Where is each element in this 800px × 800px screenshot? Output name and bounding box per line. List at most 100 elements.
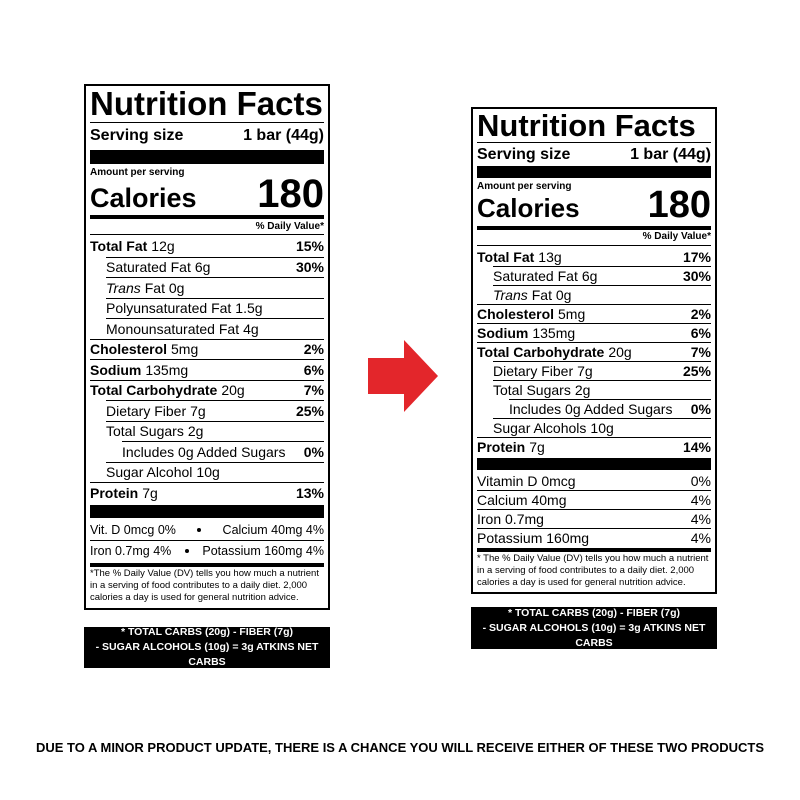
nutrient-row: Cholesterol 5mg 2% xyxy=(477,304,711,323)
rule xyxy=(477,142,711,143)
nutrient-name: Sodium xyxy=(90,361,142,378)
vitamin-dv: 0% xyxy=(690,472,711,489)
nutrient: Total Carbohydrate 20g xyxy=(90,382,245,398)
nutrient-name: Total Carbohydrate xyxy=(477,344,605,360)
nutrient-amount: 5mg xyxy=(171,341,199,358)
nutrient-dv: 2% xyxy=(303,341,324,358)
nutrient-row: Sugar Alcohols 10g xyxy=(493,418,711,437)
calories-row: Calories 180 xyxy=(477,186,711,224)
nutrient-name: Dietary Fiber xyxy=(106,402,187,419)
nutrient: Sodium 135mg xyxy=(90,362,188,378)
nutrient: Polyunsaturated Fat 1.5g xyxy=(106,300,263,316)
nutrient-amount: 2g xyxy=(574,382,591,398)
label-border xyxy=(84,84,330,610)
title: Nutrition Facts xyxy=(477,108,696,143)
nutrient-amount: Fat 0g xyxy=(144,279,185,296)
nutrient-name: Total Carbohydrate xyxy=(90,382,218,399)
nutrient: Total Carbohydrate 20g xyxy=(477,344,632,360)
vitamin-row: Vitamin D 0mcg 0% xyxy=(477,471,711,490)
nutrient: Total Fat 13g xyxy=(477,249,562,265)
nutrient-name: Total Sugars xyxy=(493,382,571,398)
nutrient-dv: 14% xyxy=(682,439,711,455)
nutrient: Saturated Fat 6g xyxy=(106,259,210,275)
nutrient-name: Includes 0g Added Sugars xyxy=(509,401,673,417)
amount-per-serving: Amount per serving xyxy=(90,167,185,178)
nutrient-name: Protein xyxy=(477,439,526,455)
nutrient-amount: 1.5g xyxy=(235,300,263,317)
nutrient-name: Trans xyxy=(106,279,141,296)
nutrient-amount: 7g xyxy=(577,363,593,379)
vitamin-row: Calcium 40mg 4% xyxy=(477,490,711,509)
nutrient-amount: 7g xyxy=(142,484,158,501)
net-carbs-box: * TOTAL CARBS (20g) - FIBER (7g) - SUGAR … xyxy=(471,607,717,649)
vitamin: Iron 0.7mg 4% xyxy=(90,544,172,558)
net-carbs-box: * TOTAL CARBS (20g) - FIBER (7g) - SUGAR … xyxy=(84,626,330,668)
nutrient-amount: 6g xyxy=(194,259,211,276)
arrow xyxy=(368,340,438,412)
nutrient: Includes 0g Added Sugars xyxy=(509,401,672,417)
nutrient-row: Sodium 135mg 6% xyxy=(477,323,711,342)
bullet xyxy=(197,527,202,532)
nutrient-name: Protein xyxy=(90,484,139,501)
net-carbs-line: - SUGAR ALCOHOLS (10g) = 3g ATKINS NET C… xyxy=(482,621,706,649)
net-carbs-line: - SUGAR ALCOHOLS (10g) = 3g ATKINS NET C… xyxy=(95,641,319,668)
vitamin: Vit. D 0mcg 0% xyxy=(90,522,176,537)
nutrient-row: Trans Fat 0g xyxy=(106,277,324,298)
net-carbs-line: * TOTAL CARBS (20g) - FIBER (7g) xyxy=(120,626,294,638)
nutrient-amount: 12g xyxy=(151,238,175,255)
nutrient-row: Includes 0g Added Sugars 0% xyxy=(509,399,711,418)
nutrient-dv: 2% xyxy=(690,306,711,322)
vitamin-name: Vitamin D 0mcg xyxy=(477,472,576,489)
serving-label: Serving size xyxy=(477,145,571,163)
nutrient-amount: 13g xyxy=(538,248,562,265)
amount-per-serving: Amount per serving xyxy=(477,181,572,192)
nutrient-amount: 6g xyxy=(581,268,598,284)
nutrient-row: Total Carbohydrate 20g 7% xyxy=(477,342,711,361)
nutrient: Trans Fat 0g xyxy=(493,287,571,303)
vitamin: Calcium 40mg 4% xyxy=(222,522,324,537)
nutrient: Total Sugars 2g xyxy=(493,382,590,398)
calories-label: Calories xyxy=(90,183,197,213)
nutrient: Includes 0g Added Sugars xyxy=(122,444,285,460)
nutrient-row: Sugar Alcohol 10g xyxy=(106,461,324,483)
nutrient: Cholesterol 5mg xyxy=(477,306,585,322)
net-carbs-line: * TOTAL CARBS (20g) - FIBER (7g) xyxy=(507,606,681,619)
nutrient-name: Total Fat xyxy=(477,248,535,265)
nutrient-dv: 25% xyxy=(295,402,324,419)
dv-header: % Daily Value* xyxy=(642,231,711,242)
dv-header: % Daily Value* xyxy=(255,221,324,232)
nutrient-row: Includes 0g Added Sugars 0% xyxy=(122,441,324,462)
nutrient-row: Protein 7g 13% xyxy=(90,482,324,503)
vitamin-dv: 4% xyxy=(690,492,711,508)
nutrient: Sugar Alcohol 10g xyxy=(106,464,220,480)
nutrient-amount: 135mg xyxy=(532,325,576,341)
nutrient-row: Protein 7g 14% xyxy=(477,437,711,456)
nutrient-dv: 15% xyxy=(295,238,324,255)
thick-bar xyxy=(477,458,711,470)
vitamin-name: Iron 0.7mg xyxy=(477,511,544,527)
nutrient: Monounsaturated Fat 4g xyxy=(106,321,259,337)
nutrient: Protein 7g xyxy=(90,485,158,501)
footnote: * The % Daily Value (DV) tells you how m… xyxy=(477,553,709,588)
nutrient-dv: 13% xyxy=(295,484,324,501)
nutrient-row: Total Sugars 2g xyxy=(493,380,711,399)
vitamin-dv: 4% xyxy=(690,511,711,527)
nutrient-row: Total Fat 12g 15% xyxy=(90,236,324,257)
nutrient-name: Total Fat xyxy=(90,238,148,255)
nutrient-row: Saturated Fat 6g 30% xyxy=(493,266,711,285)
nutrient-amount: 10g xyxy=(196,464,220,481)
vitamin-row: Vit. D 0mcg 0% Calcium 40mg 4% xyxy=(90,519,324,540)
nutrient: Sodium 135mg xyxy=(477,325,575,341)
nutrient-name: Trans xyxy=(493,287,528,303)
nutrient-row: Trans Fat 0g xyxy=(493,285,711,304)
thick-rule xyxy=(90,215,324,219)
nutrient: Cholesterol 5mg xyxy=(90,341,198,357)
vitamin-dv: 4% xyxy=(690,530,711,546)
nutrient-dv: 25% xyxy=(682,363,711,379)
arrow-shape xyxy=(368,340,438,412)
vitamin-row: Potassium 160mg 4% xyxy=(477,528,711,547)
nutrient-row: Dietary Fiber 7g 25% xyxy=(106,400,324,421)
rule xyxy=(477,245,711,246)
calories-row: Calories 180 xyxy=(90,174,324,214)
nutrient-name: Saturated Fat xyxy=(493,268,578,284)
